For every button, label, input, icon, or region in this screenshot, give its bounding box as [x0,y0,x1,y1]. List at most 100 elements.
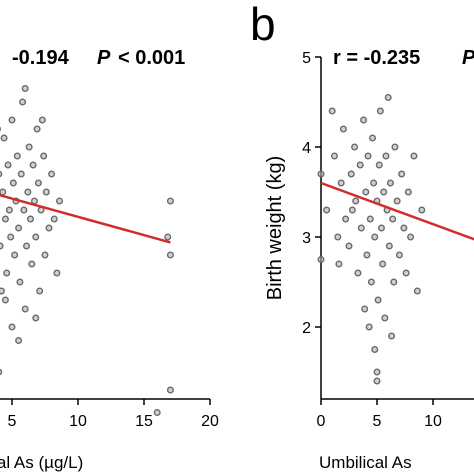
fit-line [0,193,171,244]
data-point [0,134,8,142]
data-point [398,170,406,178]
data-point [374,296,382,304]
data-point [11,251,19,259]
data-point [407,233,415,241]
x-tick-label: 15 [135,413,153,430]
data-point [384,93,392,101]
data-point [15,337,23,345]
data-point [356,161,364,169]
data-point [366,215,374,223]
data-point [15,224,23,232]
data-point [377,224,385,232]
x-tick-label: 5 [373,413,382,430]
data-point [345,242,353,250]
data-point [317,170,325,178]
data-point [28,260,36,268]
r-annotation: -0.194 [12,47,70,69]
data-point [351,143,359,151]
data-point [400,224,408,232]
data-point [7,233,15,241]
data-point [363,251,371,259]
data-point [32,233,40,241]
data-point [342,215,350,223]
data-point [330,152,338,160]
data-point [379,260,387,268]
data-point [0,188,7,196]
data-point [0,242,4,250]
x-tick-label: 5 [8,413,17,430]
data-point [0,170,3,178]
fit-line [320,181,474,241]
p-symbol: P [97,47,111,69]
data-point [0,287,5,295]
y-tick-label: 3 [302,230,311,247]
data-point [36,287,44,295]
p-symbol: P [462,47,474,69]
y-tick-label: 2 [302,320,311,337]
data-point [164,233,172,241]
y-axis-label: Birth weight (kg) [264,156,286,301]
data-point [390,278,398,286]
data-point [373,368,381,376]
data-point [328,107,336,115]
data-point [53,269,61,277]
data-point [354,269,362,277]
data-point [17,170,25,178]
data-point [323,206,331,214]
data-point [386,179,394,187]
x-tick-label: 0 [317,413,326,430]
data-point [16,278,24,286]
data-point [402,269,410,277]
data-point [4,161,12,169]
x-axis-label: Maternal As (µg/L) [0,453,83,472]
data-point [373,377,381,385]
data-point [339,125,347,133]
data-point [33,125,41,133]
data-point [393,197,401,205]
data-point [380,188,388,196]
data-point [8,116,16,124]
x-axis-label: Umbilical As [319,453,412,472]
data-point [41,251,49,259]
data-point [56,197,64,205]
y-tick-label: 4 [302,140,311,157]
data-point [361,305,369,313]
y-tick-label: 5 [302,50,311,67]
data-point [20,206,28,214]
data-point [48,170,56,178]
x-tick-label: 20 [201,413,219,430]
data-point [335,260,343,268]
data-point [418,206,426,214]
data-point [337,179,345,187]
data-point [21,84,29,92]
data-point [364,152,372,160]
data-point [365,323,373,331]
data-point [348,206,356,214]
data-point [391,143,399,151]
data-point [371,233,379,241]
data-point [410,152,418,160]
data-point [362,188,370,196]
data-point [166,251,174,259]
data-point [371,346,379,354]
data-point [357,224,365,232]
data-point [367,278,375,286]
x-tick-label: 10 [69,413,87,430]
data-point [8,323,16,331]
data-point [404,188,412,196]
data-point [23,242,31,250]
data-point [0,368,3,376]
data-point [388,332,396,340]
data-point [26,215,34,223]
data-point [375,161,383,169]
data-point [42,188,50,196]
data-point [21,305,29,313]
data-point [413,287,421,295]
data-point [25,143,33,151]
data-point [40,152,48,160]
data-point [382,152,390,160]
data-point [24,188,32,196]
data-point [395,251,403,259]
data-point [369,134,377,142]
